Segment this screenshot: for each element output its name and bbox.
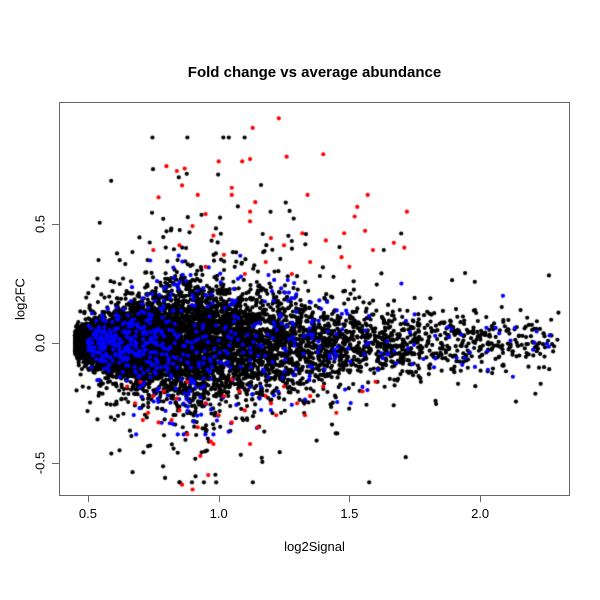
x-tick-mark	[480, 496, 482, 502]
plot-area	[59, 102, 570, 496]
x-tick-label: 1.0	[209, 506, 228, 521]
plot-title: Fold change vs average abundance	[187, 64, 442, 81]
y-tick-label: 0.5	[32, 214, 48, 233]
y-tick-mark	[52, 463, 59, 465]
y-axis-label: log2FC	[12, 278, 28, 320]
x-tick-label: 0.5	[78, 506, 97, 521]
y-tick-mark	[52, 343, 59, 345]
y-tick-label: -0.5	[32, 451, 48, 475]
scatter-points-canvas	[60, 103, 569, 495]
x-axis-label: log2Signal	[284, 539, 345, 554]
x-tick-mark	[349, 496, 351, 502]
x-tick-label: 2.0	[471, 506, 490, 521]
y-tick-mark	[52, 223, 59, 225]
x-tick-mark	[218, 496, 220, 502]
x-tick-mark	[87, 496, 89, 502]
y-tick-label: 0.0	[32, 334, 48, 353]
x-tick-label: 1.5	[340, 506, 359, 521]
